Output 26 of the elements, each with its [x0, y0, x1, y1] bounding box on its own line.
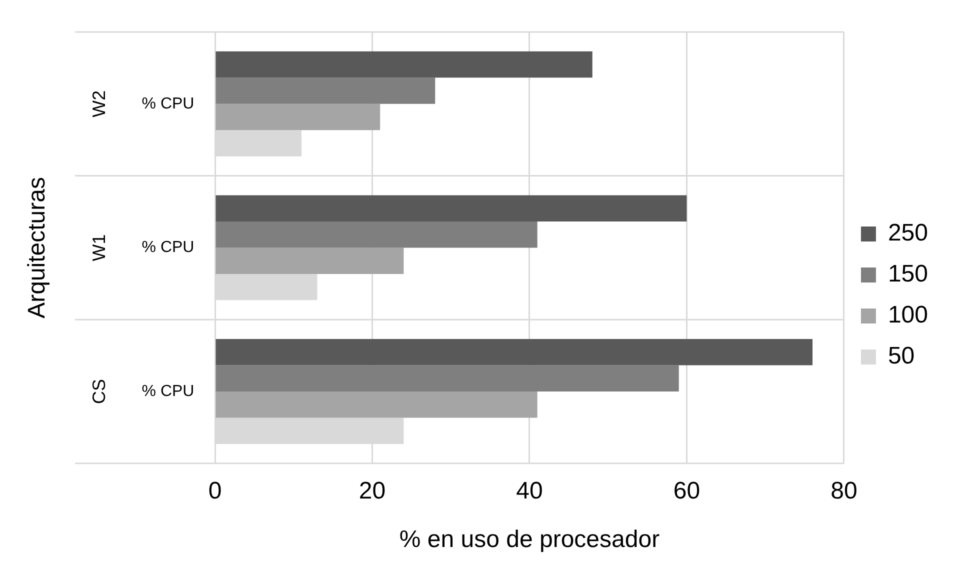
- bar: [216, 51, 592, 78]
- bar: [216, 248, 404, 274]
- bar: [216, 104, 380, 130]
- bar: [216, 365, 679, 392]
- legend-label: 250: [888, 220, 928, 247]
- bar: [216, 195, 687, 222]
- legend-label: 100: [888, 302, 928, 329]
- bar: [216, 339, 813, 366]
- y-axis-title: Arquitecturas: [24, 176, 51, 318]
- x-tick-label: 80: [830, 477, 858, 504]
- text: % CPU: [142, 382, 194, 400]
- x-tick-label: 20: [358, 477, 386, 504]
- y-tick-label: W2: [88, 90, 109, 118]
- bar: [216, 221, 538, 248]
- bar: [216, 392, 538, 418]
- x-axis-title: % en uso de procesador: [399, 526, 660, 554]
- x-tick-label: 0: [208, 477, 222, 504]
- y-tick-label: CS: [88, 378, 109, 404]
- legend-label: 150: [888, 260, 928, 288]
- legend-label: 50: [888, 342, 915, 370]
- bar: [216, 78, 436, 104]
- y-tick-label: W1: [88, 234, 109, 262]
- text: % CPU: [142, 95, 194, 112]
- x-tick-label: 40: [516, 477, 543, 504]
- x-tick-label: 60: [673, 477, 700, 504]
- text: % CPU: [142, 239, 194, 256]
